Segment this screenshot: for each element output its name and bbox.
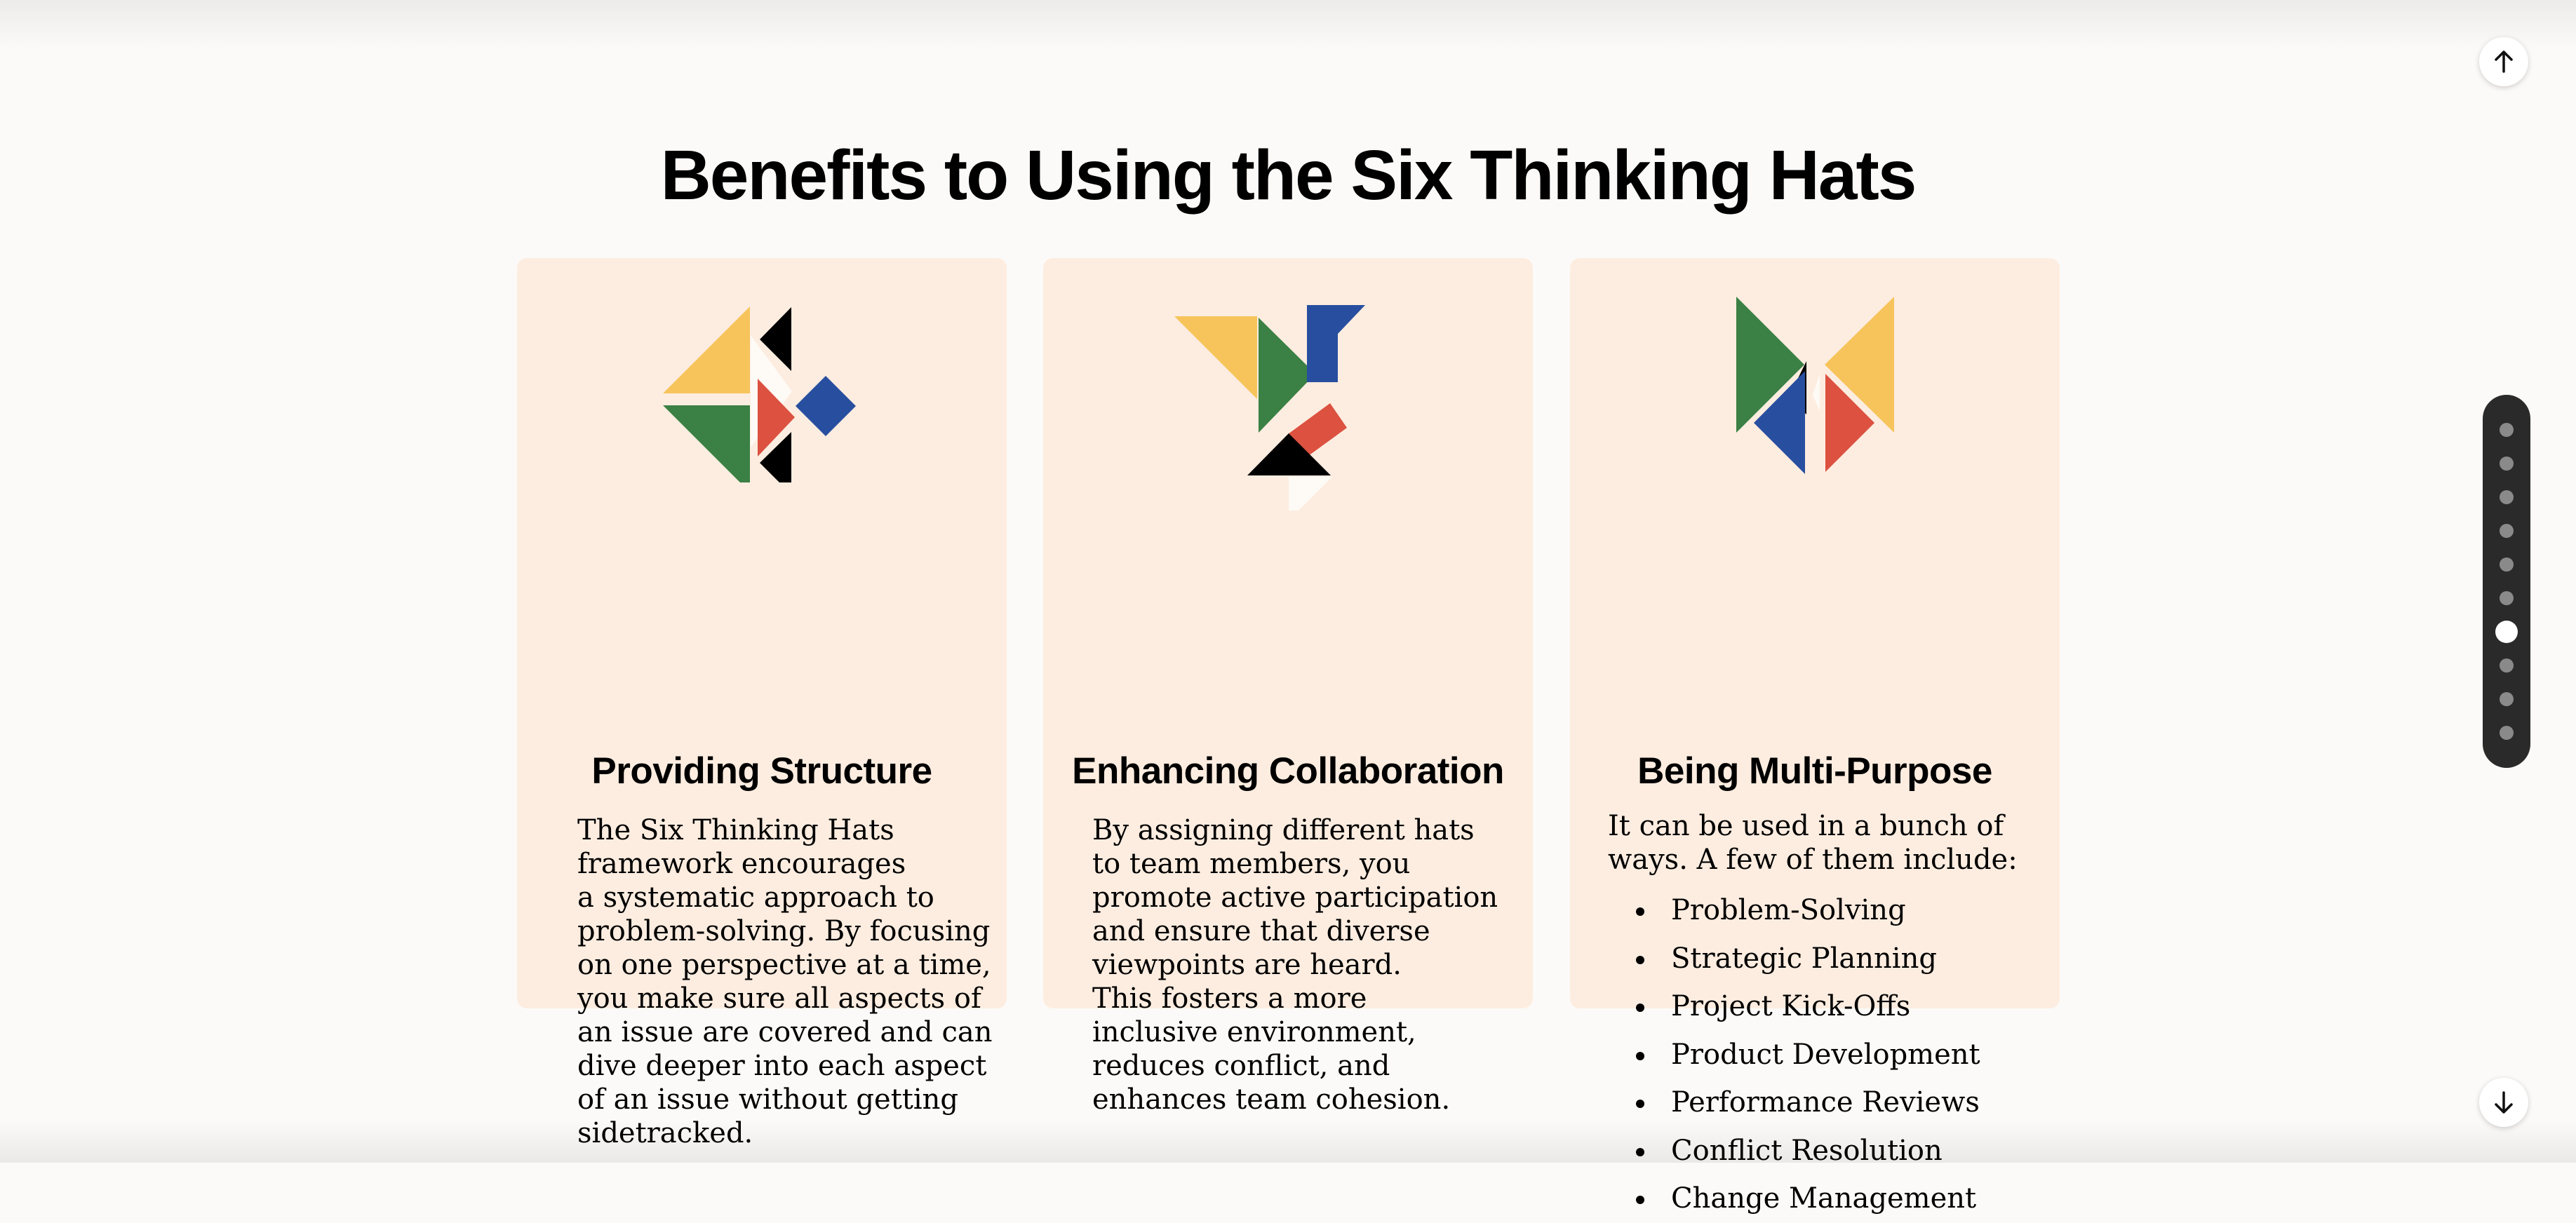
arrow-up-icon: [2495, 50, 2513, 73]
section-dot-6[interactable]: [2500, 591, 2514, 605]
section-dot-10[interactable]: [2500, 726, 2514, 740]
card-title: Providing Structure: [591, 750, 932, 792]
card-title: Enhancing Collaboration: [1072, 750, 1504, 792]
bottom-shadow: [0, 1121, 2576, 1163]
list-item: Strategic Planning: [1621, 935, 1980, 983]
section-dot-3[interactable]: [2500, 490, 2514, 504]
list-item: Performance Reviews: [1621, 1079, 1980, 1127]
section-dot-8[interactable]: [2500, 658, 2514, 673]
card-body: By assigning different hats to team memb…: [1092, 814, 1498, 1116]
arrow-down-icon: [2495, 1091, 2513, 1114]
tangram-fish-illustration: [663, 306, 856, 482]
list-item: Conflict Resolution: [1621, 1127, 1980, 1175]
list-item: Project Kick-Offs: [1621, 982, 1980, 1031]
list-item: Product Development: [1621, 1031, 1980, 1079]
card-being-multi-purpose: Being Multi-Purpose It can be used in a …: [1570, 258, 2060, 1215]
section-dot-9[interactable]: [2500, 692, 2514, 706]
section-dot-4[interactable]: [2500, 524, 2514, 538]
card-body: It can be used in a bunch of ways. A few…: [1608, 810, 2018, 876]
section-pagination: [2483, 395, 2530, 768]
list-item: Change Management: [1621, 1175, 1980, 1223]
tangram-bird-illustration: [1174, 305, 1365, 511]
uses-list: Problem-Solving Strategic Planning Proje…: [1621, 886, 1980, 1223]
top-shadow: [0, 0, 2576, 49]
section-dot-2[interactable]: [2500, 457, 2514, 471]
scroll-up-button[interactable]: [2479, 37, 2528, 86]
section-dot-5[interactable]: [2500, 558, 2514, 572]
list-item: Problem-Solving: [1621, 886, 1980, 935]
page-title: Benefits to Using the Six Thinking Hats: [660, 136, 1917, 215]
scroll-down-button[interactable]: [2479, 1078, 2528, 1127]
tangram-butterfly-illustration: [1736, 297, 1894, 474]
card-body: The Six Thinking Hats framework encourag…: [577, 814, 993, 1149]
card-providing-structure: Providing Structure The Six Thinking Hat…: [517, 258, 1007, 1149]
card-title: Being Multi-Purpose: [1637, 750, 1992, 792]
section-dot-1[interactable]: [2500, 423, 2514, 437]
card-enhancing-collaboration: Enhancing Collaboration By assigning dif…: [1043, 258, 1533, 1116]
section-dot-7-active[interactable]: [2495, 621, 2518, 643]
